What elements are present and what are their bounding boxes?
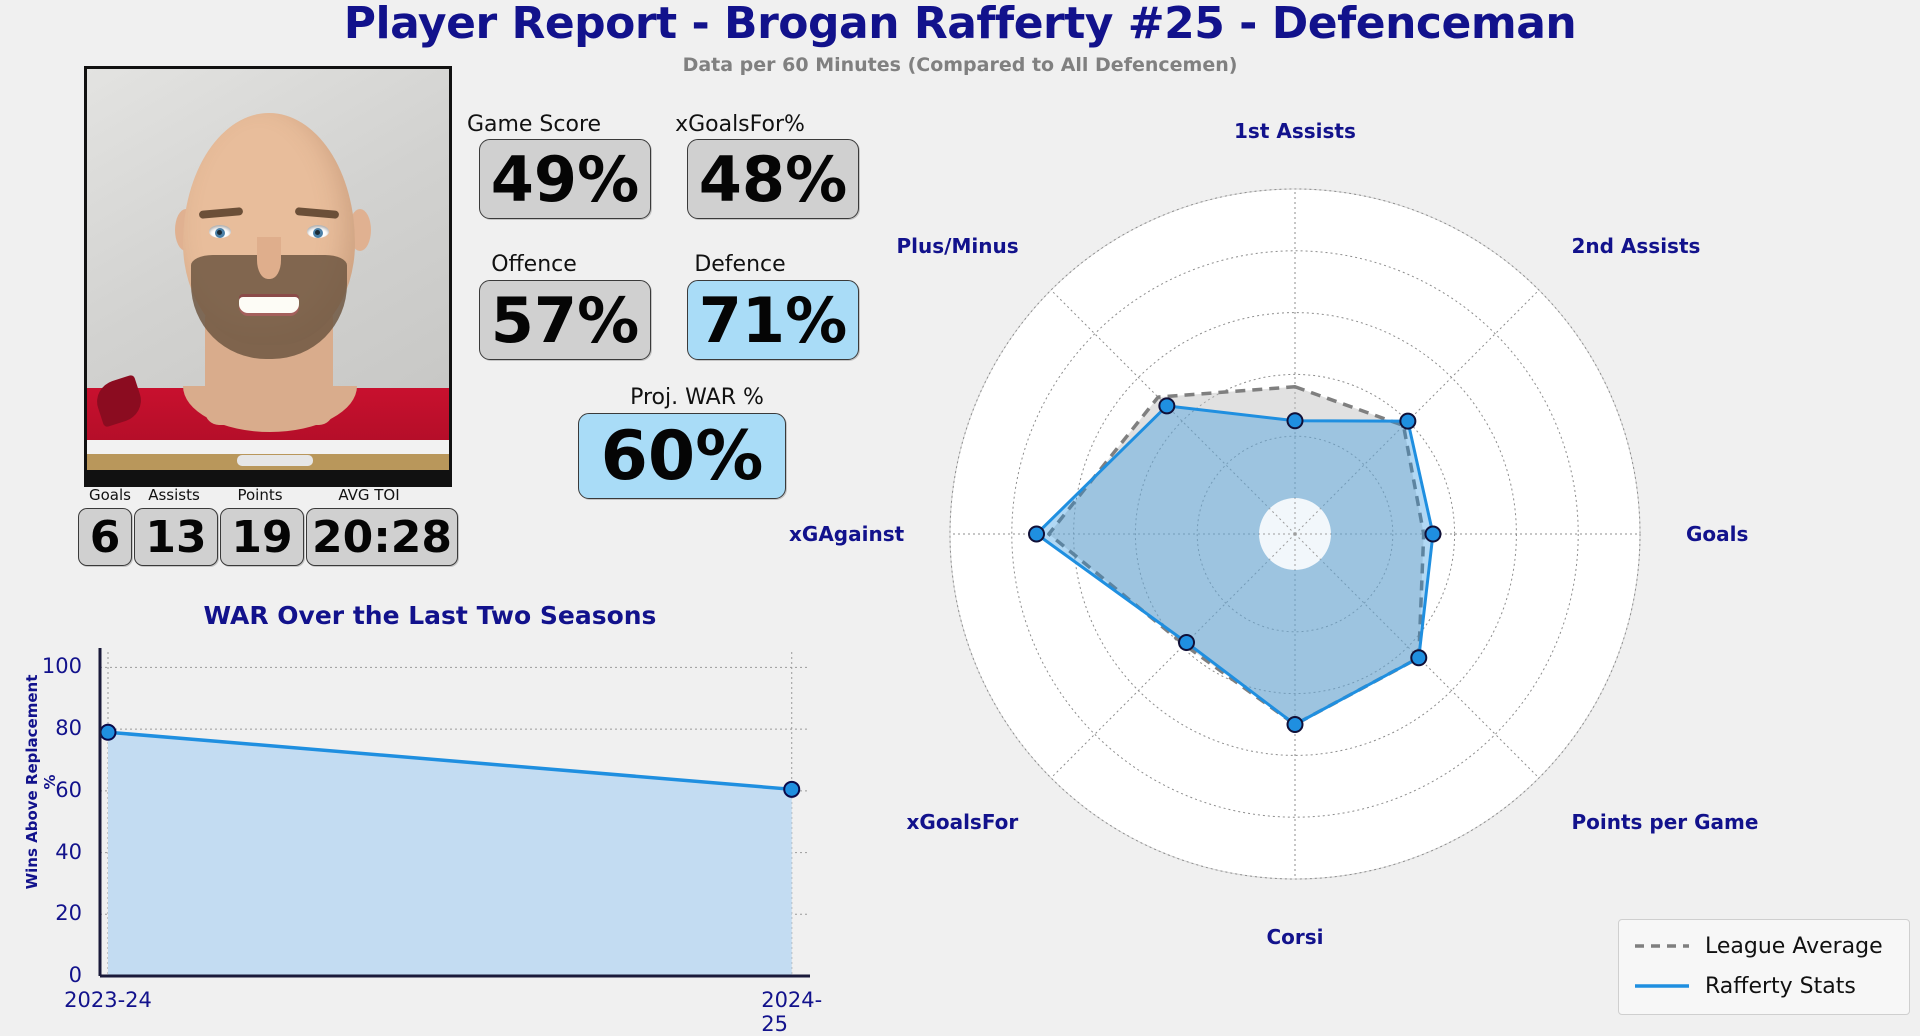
page-title: Player Report - Brogan Rafferty #25 - De… — [343, 0, 1577, 49]
player-headshot — [84, 66, 452, 487]
radar-axis-label-xgagainst: xGAgainst — [789, 522, 905, 546]
war-ytick: 60 — [55, 777, 82, 802]
mini-box-assists: 13 — [134, 508, 218, 566]
stat-label-offence: Offence — [491, 252, 577, 277]
radar-chart: 1st Assists 2nd Assists Goals Points per Ga… — [789, 90, 1920, 970]
radar-chart-canvas — [949, 188, 1641, 880]
radar-axis-label-1st-assists: 1st Assists — [1234, 119, 1356, 143]
war-xtick: 2024-25 — [761, 988, 823, 1036]
war-chart-title: WAR Over the Last Two Seasons — [203, 601, 657, 630]
war-ytick: 100 — [41, 654, 82, 679]
war-ytick: 20 — [55, 901, 82, 926]
stat-box-game-score: 49% — [479, 139, 651, 219]
stat-box-offence: 57% — [479, 280, 651, 360]
radar-axis-label-plus-minus: Plus/Minus — [896, 233, 1019, 258]
stat-box-defence: 71% — [687, 280, 859, 360]
legend-swatch-dashed — [1635, 944, 1689, 948]
legend-label-league-average: League Average — [1705, 933, 1883, 959]
war-ytick: 40 — [55, 839, 82, 864]
stat-label-game-score: Game Score — [466, 112, 602, 137]
radar-axis-label-goals: Goals — [1686, 522, 1749, 546]
mini-label-goals: Goals — [89, 486, 131, 504]
stat-label-xgoalsfor-pct: xGoalsFor% — [675, 112, 805, 137]
stat-box-xgoalsfor-pct: 48% — [687, 139, 859, 219]
radar-axis-label-corsi: Corsi — [1266, 925, 1324, 949]
war-xtick: 2023-24 — [64, 988, 152, 1012]
mini-label-assists: Assists — [148, 486, 200, 504]
legend-item-rafferty-stats: Rafferty Stats — [1633, 968, 1856, 1004]
war-chart-canvas — [98, 648, 810, 978]
war-ytick: 0 — [68, 963, 82, 987]
radar-axis-label-2nd-assists: 2nd Assists — [1571, 233, 1701, 258]
stat-box-proj-war-pct: 60% — [578, 413, 786, 499]
radar-axis-label-points-per-game: Points per Game — [1571, 810, 1759, 835]
chart-legend: League Average Rafferty Stats — [1618, 919, 1910, 1015]
stat-label-proj-war-pct: Proj. WAR % — [630, 385, 764, 410]
mini-box-goals: 6 — [78, 508, 132, 566]
legend-swatch-solid — [1635, 984, 1689, 988]
mini-label-avg-toi: AVG TOI — [338, 486, 400, 504]
mini-label-points: Points — [237, 486, 283, 504]
legend-label-rafferty-stats: Rafferty Stats — [1705, 973, 1856, 999]
stat-label-defence: Defence — [694, 252, 786, 277]
war-ytick: 80 — [55, 716, 82, 741]
legend-item-league-average: League Average — [1633, 928, 1883, 964]
page-subtitle: Data per 60 Minutes (Compared to All Def… — [682, 54, 1238, 76]
radar-axis-label-xgoalsfor: xGoalsFor — [906, 810, 1019, 835]
mini-box-avg-toi: 20:28 — [306, 508, 458, 566]
war-chart: WAR Over the Last Two Seasons Wins Above… — [0, 594, 830, 1036]
mini-box-points: 19 — [220, 508, 304, 566]
